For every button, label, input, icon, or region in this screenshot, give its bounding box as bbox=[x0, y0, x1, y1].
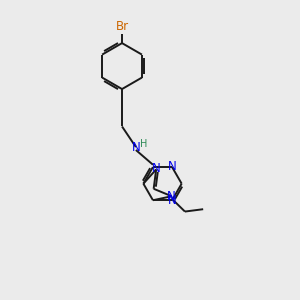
Text: N: N bbox=[152, 162, 161, 175]
Text: N: N bbox=[131, 141, 140, 154]
Text: N: N bbox=[168, 160, 177, 173]
Text: N: N bbox=[167, 190, 176, 203]
Text: H: H bbox=[140, 139, 148, 149]
Text: Br: Br bbox=[116, 20, 129, 33]
Text: N: N bbox=[167, 194, 176, 207]
